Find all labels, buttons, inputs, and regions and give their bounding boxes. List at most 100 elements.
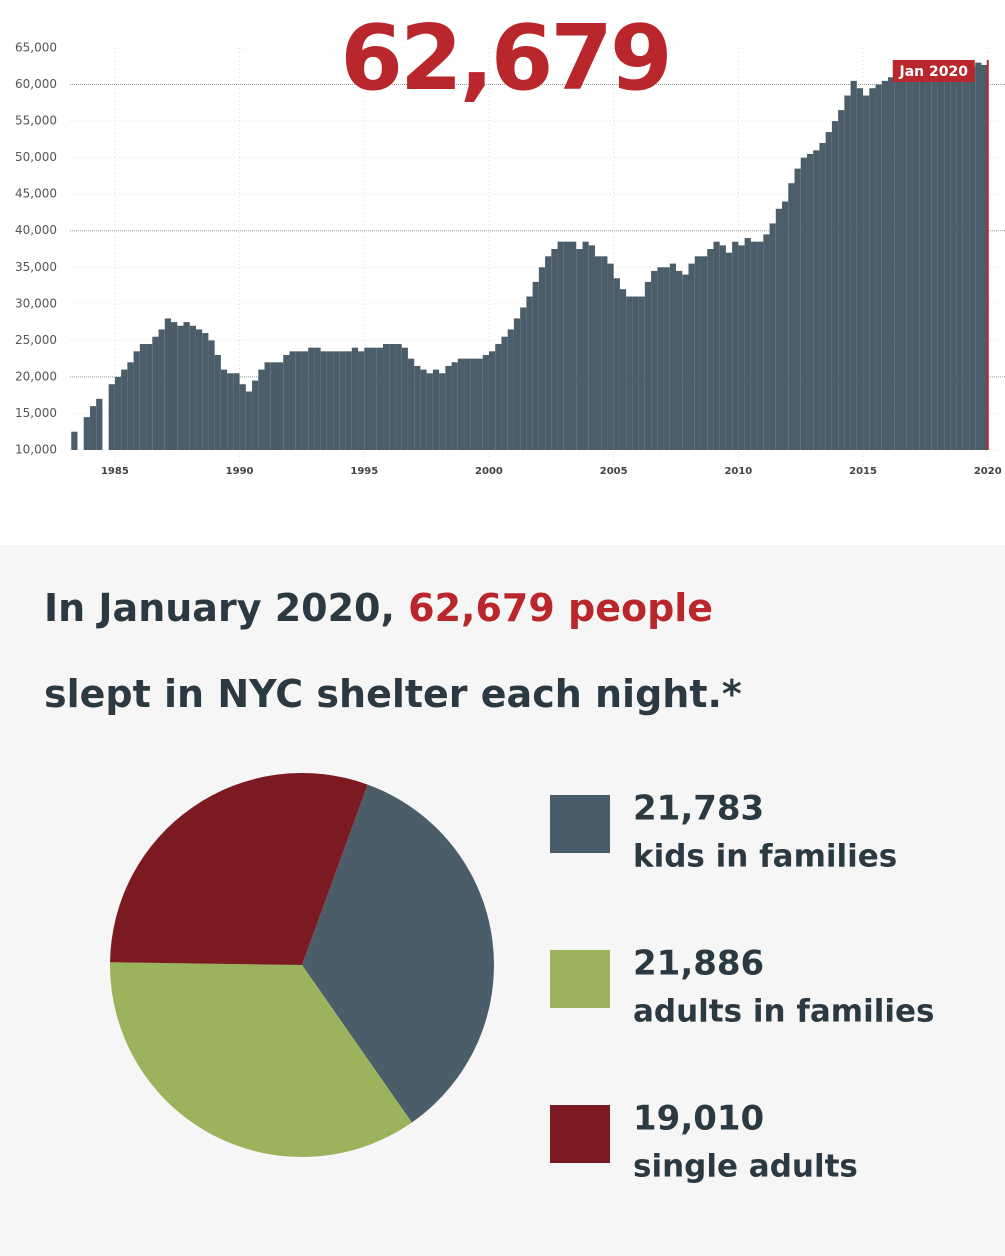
bar xyxy=(270,362,277,450)
bar xyxy=(326,351,334,450)
legend-swatch xyxy=(550,795,610,853)
bar xyxy=(651,270,658,450)
legend-swatch xyxy=(550,1105,610,1163)
bar xyxy=(146,344,153,450)
bar xyxy=(831,121,839,450)
bar xyxy=(881,80,889,451)
x-tick-label: 2005 xyxy=(600,466,628,477)
y-tick-label: 60,000 xyxy=(15,77,57,91)
bar xyxy=(189,325,196,450)
bar xyxy=(264,362,271,450)
bar xyxy=(171,322,178,450)
x-tick-label: 2015 xyxy=(849,466,877,477)
bar xyxy=(944,69,951,450)
bar xyxy=(320,351,327,450)
bar xyxy=(470,358,477,450)
bar xyxy=(806,153,814,450)
bar xyxy=(276,362,284,450)
bar xyxy=(476,358,483,450)
bar xyxy=(856,88,864,450)
bar xyxy=(601,256,608,450)
bar xyxy=(252,380,259,450)
y-tick-label: 20,000 xyxy=(15,369,57,383)
x-tick-label: 1990 xyxy=(226,466,254,477)
y-tick-label: 30,000 xyxy=(15,296,57,310)
pie-chart: 21,783 kids in families 21,886 adults in fa… xyxy=(110,773,934,1185)
bar xyxy=(177,325,184,450)
bar xyxy=(813,150,820,450)
bar xyxy=(520,307,527,450)
bar xyxy=(719,245,726,450)
bar xyxy=(900,73,907,450)
y-tick-label: 25,000 xyxy=(15,333,57,347)
bar xyxy=(819,143,826,450)
bar xyxy=(725,252,733,450)
bar xyxy=(632,296,639,450)
bar xyxy=(426,373,433,450)
bar xyxy=(513,318,521,450)
bar xyxy=(700,256,708,450)
legend-value: 19,010 xyxy=(633,1099,764,1139)
bar xyxy=(96,398,103,450)
bar xyxy=(794,168,801,450)
bar xyxy=(607,263,614,450)
bar xyxy=(788,183,795,450)
y-tick-label: 40,000 xyxy=(15,223,57,237)
bar xyxy=(844,95,851,450)
x-tick-label: 2010 xyxy=(724,466,752,477)
bar xyxy=(401,347,408,450)
y-tick-label: 50,000 xyxy=(15,150,57,164)
bar xyxy=(732,241,739,450)
bar xyxy=(757,241,764,450)
bar xyxy=(576,249,583,450)
heading-text: In January 2020, xyxy=(44,586,409,630)
bar xyxy=(258,369,265,450)
bar xyxy=(557,241,564,450)
bar xyxy=(420,369,427,450)
bar xyxy=(763,234,770,450)
bar xyxy=(376,347,383,450)
bar xyxy=(962,66,970,450)
bar xyxy=(545,256,552,450)
bar xyxy=(314,347,321,450)
y-tick-label: 35,000 xyxy=(15,260,57,274)
bar xyxy=(245,391,253,450)
bar xyxy=(108,384,115,450)
bar xyxy=(526,296,533,450)
bar xyxy=(707,249,714,450)
bar xyxy=(295,351,302,450)
x-tick-label: 2000 xyxy=(475,466,503,477)
bar xyxy=(570,241,577,450)
bar xyxy=(838,110,845,451)
bar xyxy=(439,373,446,450)
bar xyxy=(488,351,496,450)
bar xyxy=(114,376,122,450)
line-chart: 1985 1990 1995 2000 2005 2010 2015 2020 10,000 15… xyxy=(15,6,1005,480)
bar xyxy=(669,263,677,450)
bar xyxy=(345,351,352,450)
y-tick-label: 55,000 xyxy=(15,114,57,128)
bar xyxy=(863,95,870,450)
heading-highlight: 62,679 people xyxy=(408,586,714,630)
y-tick-label: 45,000 xyxy=(15,187,57,201)
bar xyxy=(975,62,982,450)
bar xyxy=(663,267,670,450)
bar xyxy=(588,245,595,450)
bar xyxy=(152,336,159,450)
legend-label: single adults xyxy=(633,1149,858,1185)
bar xyxy=(894,77,901,451)
legend-swatch xyxy=(550,950,610,1008)
bar xyxy=(389,344,396,450)
bar xyxy=(158,329,165,450)
pie-slice xyxy=(302,784,494,1123)
bar xyxy=(208,340,215,450)
bar xyxy=(888,77,895,451)
bar xyxy=(551,249,558,450)
bar xyxy=(782,201,789,450)
bar xyxy=(613,278,620,450)
y-tick-label: 15,000 xyxy=(15,406,57,420)
bar xyxy=(800,157,807,451)
bar xyxy=(407,358,415,450)
bar xyxy=(133,351,140,450)
